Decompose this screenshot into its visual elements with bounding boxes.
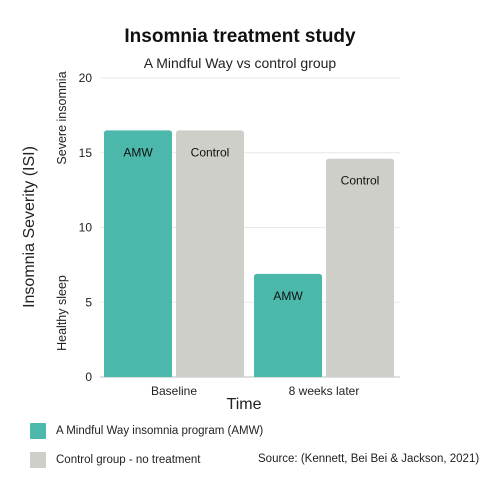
legend-swatch-control	[30, 452, 46, 468]
bars: AMW Control AMW Control	[104, 130, 394, 377]
bar-data-label: Control	[341, 174, 380, 188]
legend-swatch-amw	[30, 423, 46, 439]
legend-item-amw: A Mindful Way insomnia program (AMW)	[30, 423, 263, 439]
legend-item-control: Control group - no treatment	[30, 452, 200, 468]
x-tick-label: 8 weeks later	[289, 384, 360, 398]
bar-control-0	[176, 130, 244, 377]
legend-label-control: Control group - no treatment	[56, 454, 201, 466]
bar-data-label: AMW	[123, 145, 153, 159]
bar-amw-1	[254, 273, 322, 377]
x-tick-labels: Baseline 8 weeks later	[151, 384, 359, 398]
bar-amw-0	[104, 130, 172, 377]
y-tick-labels: 0 5 10 15 20	[79, 71, 93, 384]
y-tick-label: 20	[79, 71, 93, 85]
x-tick-label: Baseline	[151, 384, 197, 398]
y-tick-label: 15	[79, 146, 93, 160]
x-axis-label: Time	[227, 396, 262, 413]
y-tick-label: 5	[85, 295, 92, 309]
source-note: Source: (Kennett, Bei Bei & Jackson, 202…	[258, 453, 480, 465]
legend-label-amw: A Mindful Way insomnia program (AMW)	[56, 425, 264, 437]
y-tick-label: 0	[85, 370, 92, 384]
bar-control-1	[326, 158, 394, 377]
chart-subtitle: A Mindful Way vs control group	[143, 55, 337, 71]
bar-data-label: AMW	[273, 289, 303, 303]
y-axis-label: Insomnia Severity (ISI)	[21, 146, 38, 308]
y-annotation-severe: Severe insomnia	[55, 71, 69, 164]
y-annotation-healthy: Healthy sleep	[55, 275, 69, 351]
y-tick-label: 10	[79, 221, 93, 235]
chart-title: Insomnia treatment study	[124, 26, 356, 47]
bar-data-label: Control	[191, 145, 230, 159]
